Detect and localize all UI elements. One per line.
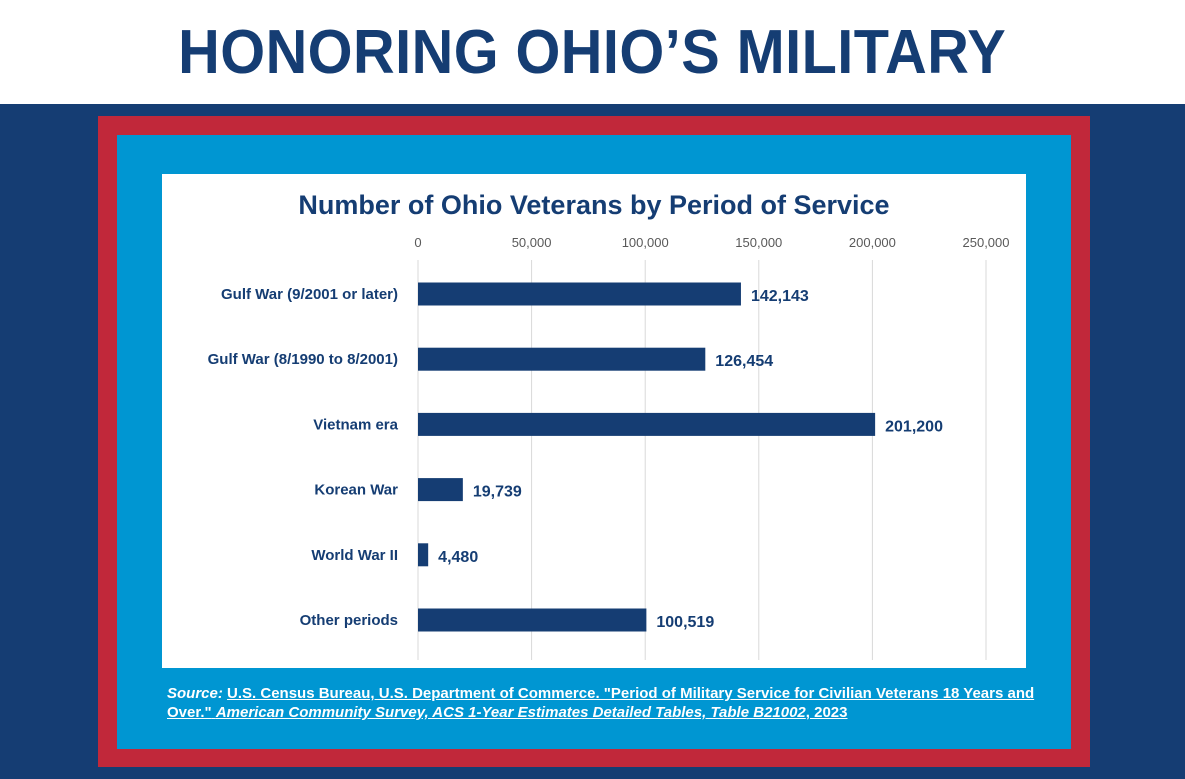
page-title: HONORING OHIO’S MILITARY bbox=[178, 17, 1007, 87]
bar bbox=[418, 608, 647, 632]
source-text-end: , 2023 bbox=[805, 704, 848, 721]
x-tick-label: 100,000 bbox=[622, 235, 669, 250]
x-tick-label: 50,000 bbox=[512, 235, 552, 250]
data-label: 19,739 bbox=[473, 484, 522, 501]
category-label: Other periods bbox=[300, 612, 398, 629]
source-italic-text: American Community Survey, ACS 1-Year Es… bbox=[215, 704, 806, 721]
bar bbox=[418, 543, 429, 567]
source-link[interactable]: U.S. Census Bureau, U.S. Department of C… bbox=[167, 685, 1034, 721]
bar-chart: 0 50,000 100,000 150,000 200,000 250,000 Gulf … bbox=[208, 235, 1010, 660]
page-header: HONORING OHIO’S MILITARY bbox=[0, 0, 1185, 104]
chart-card: Number of Ohio Veterans by Period of Ser… bbox=[162, 174, 1026, 668]
bar bbox=[418, 478, 463, 502]
source-label: Source: bbox=[167, 685, 223, 702]
x-tick-label: 250,000 bbox=[963, 235, 1010, 250]
category-label: Korean War bbox=[314, 482, 398, 499]
x-tick-label: 200,000 bbox=[849, 235, 896, 250]
source-text: U.S. Census Bureau, U.S. Department of C… bbox=[167, 685, 1035, 721]
x-tick-label: 150,000 bbox=[735, 235, 782, 250]
data-label: 100,519 bbox=[656, 614, 714, 631]
chart-title: Number of Ohio Veterans by Period of Ser… bbox=[298, 190, 890, 220]
x-tick-label: 0 bbox=[414, 235, 421, 250]
category-label: Gulf War (9/2001 or later) bbox=[221, 286, 398, 303]
data-label: 4,480 bbox=[438, 549, 478, 566]
category-label: Gulf War (8/1990 to 8/2001) bbox=[208, 351, 398, 368]
source-citation[interactable]: Source: U.S. Census Bureau, U.S. Departm… bbox=[167, 684, 1037, 722]
data-label: 201,200 bbox=[885, 418, 943, 435]
bar bbox=[418, 412, 876, 436]
category-label: Vietnam era bbox=[313, 416, 398, 433]
data-label: 142,143 bbox=[751, 288, 809, 305]
bar bbox=[418, 282, 741, 306]
data-label: 126,454 bbox=[715, 353, 773, 370]
category-label: World War II bbox=[311, 547, 398, 564]
bar bbox=[418, 347, 706, 371]
